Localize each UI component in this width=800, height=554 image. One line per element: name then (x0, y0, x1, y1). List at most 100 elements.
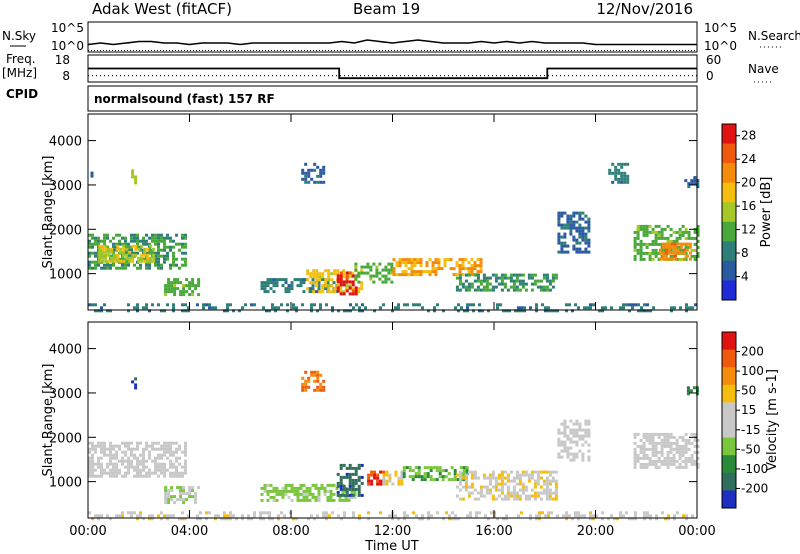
echo-cell (122, 250, 126, 254)
echo-cell (353, 495, 357, 499)
echo-cell (323, 486, 327, 490)
echo-cell (434, 258, 438, 262)
echo-cell (354, 268, 358, 272)
echo-cell (500, 488, 504, 492)
echo-cell (354, 274, 358, 278)
echo-cell (116, 259, 120, 263)
echo-cell (170, 287, 174, 291)
power-heatmap (88, 162, 700, 313)
echo-cell (563, 449, 567, 453)
echo-cell (127, 441, 130, 445)
echo-cell (657, 432, 661, 436)
echo-cell (178, 517, 181, 521)
echo-cell (157, 514, 160, 518)
echo-cell (345, 284, 349, 288)
echo-cell (400, 482, 404, 486)
echo-cell (136, 444, 139, 448)
echo-cell (645, 245, 649, 249)
echo-cell (151, 236, 154, 240)
echo-cell (587, 434, 591, 438)
echo-cell (178, 471, 181, 475)
echo-cell (455, 285, 459, 289)
echo-cell (345, 487, 349, 491)
echo-cell (139, 266, 142, 270)
echo-cell (139, 441, 142, 445)
echo-cell (617, 168, 621, 172)
echo-cell (464, 258, 468, 262)
echo-cell (520, 306, 523, 310)
echo-cell (163, 260, 166, 264)
echo-cell (554, 276, 558, 280)
echo-cell (181, 245, 184, 249)
echo-cell (547, 309, 550, 313)
echo-cell (302, 489, 306, 493)
echo-cell (357, 274, 361, 278)
echo-cell (575, 247, 579, 251)
echo-cell (672, 435, 676, 439)
echo-cell (566, 452, 570, 456)
echo-cell (142, 257, 145, 261)
echo-cell (569, 226, 573, 230)
echo-cell (124, 471, 127, 475)
echo-cell (287, 483, 291, 487)
echo-cell (613, 517, 616, 521)
echo-cell (160, 511, 163, 515)
echo-cell (191, 278, 195, 282)
echo-cell (666, 453, 670, 457)
echo-cell (572, 226, 576, 230)
echo-cell (636, 242, 640, 246)
echo-cell (266, 278, 270, 282)
echo-cell (569, 440, 573, 444)
echo-cell (581, 443, 585, 447)
echo-cell (130, 453, 133, 457)
echo-cell (313, 388, 317, 392)
echo-cell (319, 388, 323, 392)
echo-cell (160, 468, 163, 472)
echo-cell (369, 265, 373, 269)
echo-cell (137, 256, 141, 260)
echo-cell (551, 279, 555, 283)
echo-cell (136, 447, 139, 451)
echo-cell (315, 278, 319, 282)
echo-cell (539, 476, 543, 480)
echo-cell (112, 242, 115, 246)
echo-cell (645, 432, 649, 436)
echo-cell (302, 278, 306, 282)
echo-cell (643, 514, 646, 518)
echo-cell (348, 472, 352, 476)
echo-cell (247, 514, 250, 518)
echo-cell (148, 263, 151, 267)
echo-cell (466, 514, 469, 518)
echo-cell (348, 475, 352, 479)
echo-cell (500, 497, 504, 501)
echo-cell (299, 498, 303, 502)
echo-cell (154, 459, 157, 463)
echo-cell (652, 306, 655, 310)
echo-cell (301, 382, 305, 386)
echo-cell (306, 287, 310, 291)
echo-cell (395, 261, 399, 265)
echo-cell (587, 422, 591, 426)
echo-cell (440, 267, 444, 271)
echo-cell (661, 242, 665, 246)
echo-cell (545, 273, 549, 277)
echo-cell (560, 422, 564, 426)
echo-cell (660, 438, 664, 442)
echo-cell (617, 162, 621, 166)
echo-cell (349, 303, 352, 307)
echo-cell (109, 447, 112, 451)
echo-cell (581, 452, 585, 456)
echo-cell (160, 254, 163, 258)
echo-cell (454, 514, 457, 518)
echo-cell (385, 470, 389, 474)
echo-cell (560, 250, 564, 254)
echo-cell (178, 444, 181, 448)
echo-cell (104, 259, 108, 263)
echo-cell (446, 258, 450, 262)
echo-cell (90, 171, 94, 175)
echo-cell (342, 493, 346, 497)
echo-cell (681, 224, 685, 228)
echo-cell (521, 491, 525, 495)
echo-cell (106, 309, 109, 313)
echo-cell (572, 220, 576, 224)
